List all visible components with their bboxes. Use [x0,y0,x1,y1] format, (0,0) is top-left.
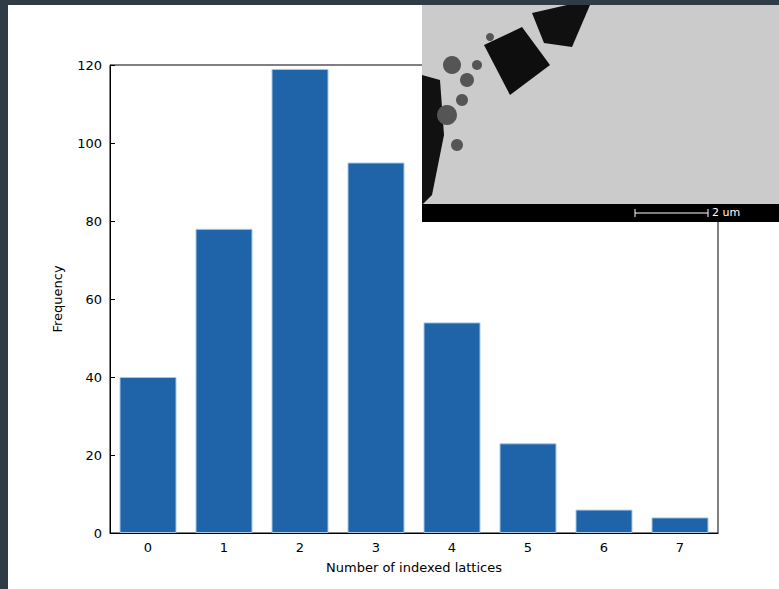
svg-text:5: 5 [524,540,532,555]
svg-text:80: 80 [85,214,102,229]
svg-text:3: 3 [372,540,380,555]
svg-text:2 um: 2 um [712,206,740,219]
svg-text:0: 0 [94,526,102,541]
svg-text:2: 2 [296,540,304,555]
svg-text:40: 40 [85,370,102,385]
svg-text:Number of indexed lattices: Number of indexed lattices [326,560,502,575]
svg-text:Frequency: Frequency [50,265,65,332]
svg-text:60: 60 [85,292,102,307]
svg-text:7: 7 [676,540,684,555]
svg-text:6: 6 [600,540,608,555]
svg-text:100: 100 [77,136,102,151]
svg-text:0: 0 [144,540,152,555]
svg-text:1: 1 [220,540,228,555]
svg-text:20: 20 [85,448,102,463]
svg-text:120: 120 [77,58,102,73]
svg-text:4: 4 [448,540,456,555]
